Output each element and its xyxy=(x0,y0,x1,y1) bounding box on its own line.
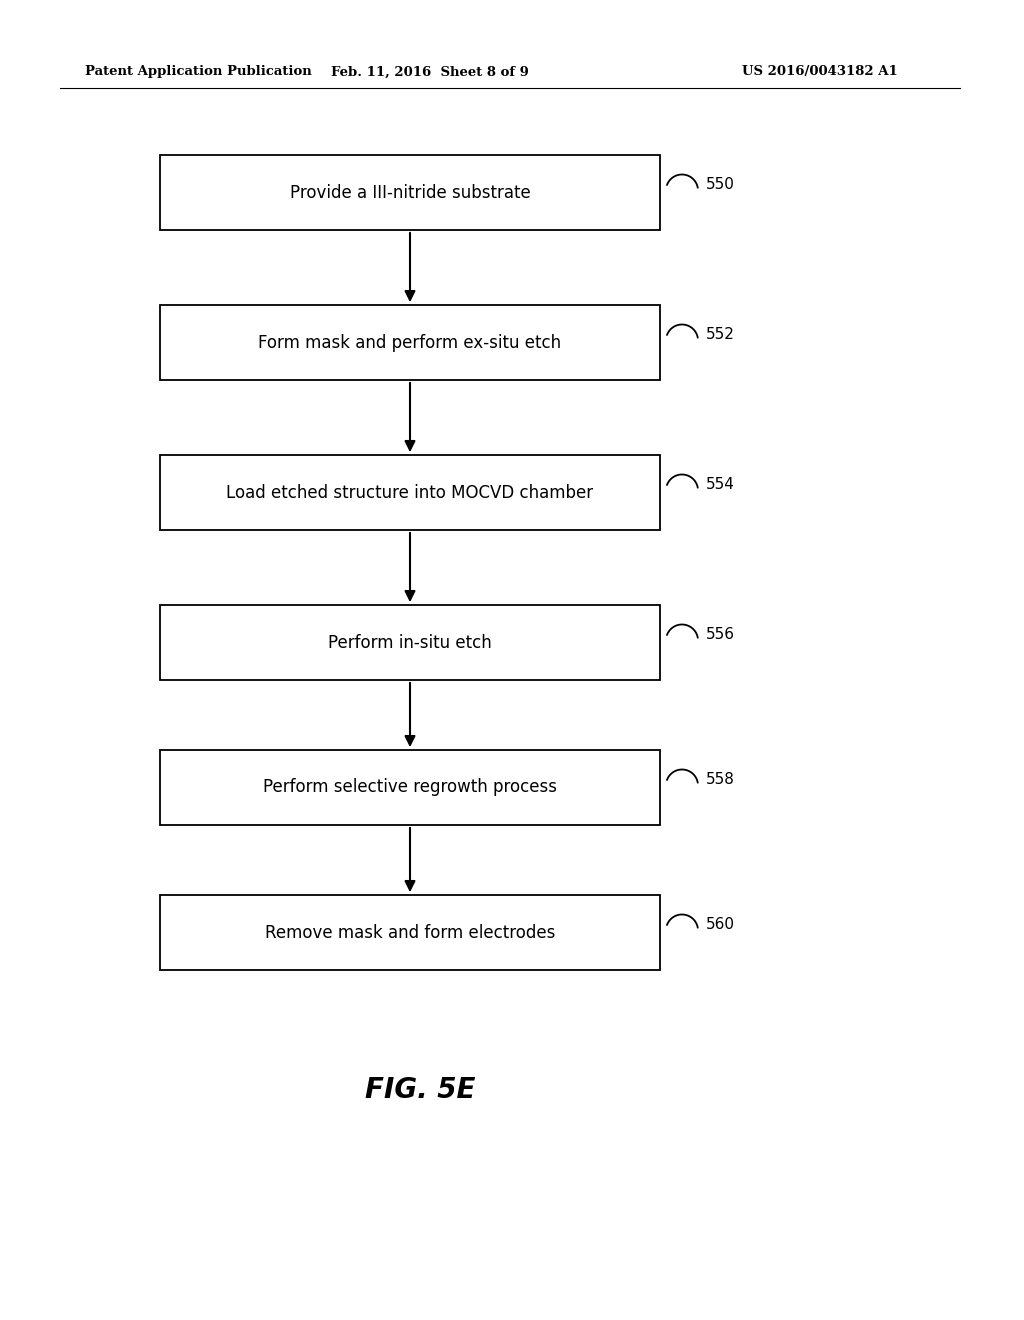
Text: US 2016/0043182 A1: US 2016/0043182 A1 xyxy=(742,66,898,78)
Bar xyxy=(160,895,660,970)
Text: 550: 550 xyxy=(706,177,735,191)
Text: Perform selective regrowth process: Perform selective regrowth process xyxy=(263,779,557,796)
Bar xyxy=(160,605,660,680)
Bar xyxy=(160,455,660,531)
Text: Form mask and perform ex-situ etch: Form mask and perform ex-situ etch xyxy=(258,334,561,351)
Text: Load etched structure into MOCVD chamber: Load etched structure into MOCVD chamber xyxy=(226,483,594,502)
Text: Feb. 11, 2016  Sheet 8 of 9: Feb. 11, 2016 Sheet 8 of 9 xyxy=(331,66,529,78)
Bar xyxy=(160,305,660,380)
Text: FIG. 5E: FIG. 5E xyxy=(365,1076,475,1104)
Text: Patent Application Publication: Patent Application Publication xyxy=(85,66,311,78)
Text: Perform in-situ etch: Perform in-situ etch xyxy=(328,634,492,652)
Text: 554: 554 xyxy=(706,477,735,492)
Bar xyxy=(160,750,660,825)
Text: Remove mask and form electrodes: Remove mask and form electrodes xyxy=(265,924,555,941)
Bar xyxy=(160,154,660,230)
Text: 558: 558 xyxy=(706,772,735,787)
Text: 556: 556 xyxy=(706,627,735,642)
Text: Provide a III-nitride substrate: Provide a III-nitride substrate xyxy=(290,183,530,202)
Text: 560: 560 xyxy=(706,917,735,932)
Text: 552: 552 xyxy=(706,327,735,342)
